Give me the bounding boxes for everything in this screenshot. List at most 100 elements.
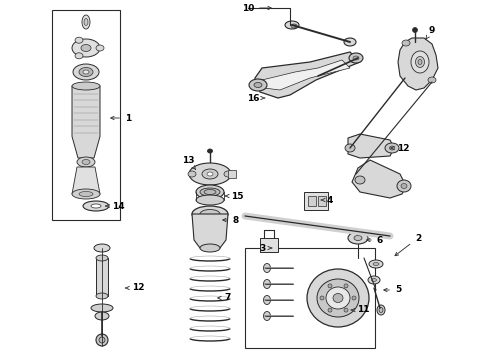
- Ellipse shape: [390, 146, 394, 150]
- Ellipse shape: [72, 82, 100, 90]
- Text: 7: 7: [218, 293, 231, 302]
- Ellipse shape: [264, 264, 270, 273]
- Polygon shape: [96, 258, 108, 296]
- Polygon shape: [255, 52, 360, 98]
- Ellipse shape: [96, 334, 108, 346]
- Ellipse shape: [353, 56, 359, 60]
- Text: 5: 5: [384, 285, 401, 294]
- Ellipse shape: [411, 51, 429, 73]
- Ellipse shape: [91, 204, 101, 208]
- Polygon shape: [72, 167, 100, 194]
- Bar: [308, 196, 316, 206]
- Ellipse shape: [82, 15, 90, 29]
- Ellipse shape: [189, 163, 231, 185]
- Ellipse shape: [77, 157, 95, 167]
- Ellipse shape: [307, 269, 369, 327]
- Ellipse shape: [348, 232, 368, 244]
- Ellipse shape: [91, 304, 113, 312]
- Ellipse shape: [72, 189, 100, 199]
- Ellipse shape: [95, 312, 109, 320]
- Ellipse shape: [369, 260, 383, 268]
- Ellipse shape: [352, 296, 356, 300]
- Ellipse shape: [355, 176, 365, 184]
- Text: 11: 11: [351, 306, 369, 315]
- Ellipse shape: [75, 53, 83, 59]
- Ellipse shape: [354, 235, 362, 240]
- Ellipse shape: [79, 68, 93, 77]
- Ellipse shape: [402, 40, 410, 46]
- Ellipse shape: [200, 244, 220, 252]
- Bar: [318, 196, 326, 206]
- Polygon shape: [72, 86, 100, 158]
- Ellipse shape: [75, 37, 83, 43]
- Ellipse shape: [200, 188, 220, 196]
- Text: 9: 9: [426, 26, 435, 40]
- Ellipse shape: [96, 45, 104, 51]
- Ellipse shape: [371, 279, 376, 282]
- Ellipse shape: [377, 305, 385, 315]
- Ellipse shape: [344, 38, 356, 46]
- Polygon shape: [348, 134, 394, 158]
- Ellipse shape: [207, 172, 213, 176]
- Text: 12: 12: [126, 284, 144, 292]
- Ellipse shape: [254, 82, 262, 87]
- Text: 13: 13: [182, 156, 196, 170]
- Text: 15: 15: [225, 192, 243, 201]
- Ellipse shape: [94, 244, 110, 252]
- Ellipse shape: [401, 184, 407, 189]
- Ellipse shape: [264, 296, 270, 305]
- Ellipse shape: [72, 39, 100, 57]
- Ellipse shape: [192, 206, 228, 222]
- Ellipse shape: [188, 171, 196, 177]
- Ellipse shape: [418, 59, 422, 64]
- Text: 3: 3: [260, 243, 272, 252]
- Bar: [228, 170, 236, 178]
- Ellipse shape: [328, 284, 332, 288]
- Ellipse shape: [99, 337, 105, 343]
- Ellipse shape: [83, 201, 109, 211]
- Ellipse shape: [83, 70, 89, 74]
- Ellipse shape: [368, 276, 380, 284]
- Ellipse shape: [379, 307, 383, 312]
- Ellipse shape: [96, 293, 108, 299]
- Ellipse shape: [264, 279, 270, 288]
- Ellipse shape: [196, 185, 224, 199]
- Ellipse shape: [333, 293, 343, 302]
- Ellipse shape: [204, 189, 216, 194]
- Ellipse shape: [385, 143, 399, 153]
- Ellipse shape: [285, 21, 299, 29]
- Ellipse shape: [249, 79, 267, 91]
- Text: 16: 16: [247, 94, 265, 103]
- Ellipse shape: [397, 180, 411, 192]
- Polygon shape: [398, 38, 438, 90]
- Ellipse shape: [291, 24, 297, 28]
- Bar: [260, 238, 278, 252]
- Ellipse shape: [345, 144, 355, 152]
- Text: 1: 1: [111, 113, 131, 122]
- Text: 12: 12: [391, 144, 409, 153]
- Ellipse shape: [207, 149, 213, 153]
- Ellipse shape: [73, 64, 99, 80]
- Ellipse shape: [224, 171, 232, 177]
- Ellipse shape: [416, 57, 424, 68]
- Ellipse shape: [81, 45, 91, 51]
- Ellipse shape: [202, 169, 218, 179]
- Text: 10: 10: [242, 4, 271, 13]
- Text: 4: 4: [321, 195, 333, 204]
- Bar: [245, 248, 375, 348]
- Ellipse shape: [344, 308, 348, 312]
- Ellipse shape: [84, 18, 88, 26]
- Ellipse shape: [320, 296, 324, 300]
- Ellipse shape: [317, 279, 359, 317]
- Ellipse shape: [328, 308, 332, 312]
- Ellipse shape: [200, 210, 220, 219]
- Ellipse shape: [344, 284, 348, 288]
- Ellipse shape: [79, 192, 93, 197]
- Text: 6: 6: [367, 235, 383, 244]
- Ellipse shape: [196, 195, 224, 205]
- Ellipse shape: [264, 311, 270, 320]
- Polygon shape: [262, 60, 350, 90]
- Ellipse shape: [82, 159, 90, 165]
- Ellipse shape: [413, 27, 417, 32]
- Ellipse shape: [96, 255, 108, 261]
